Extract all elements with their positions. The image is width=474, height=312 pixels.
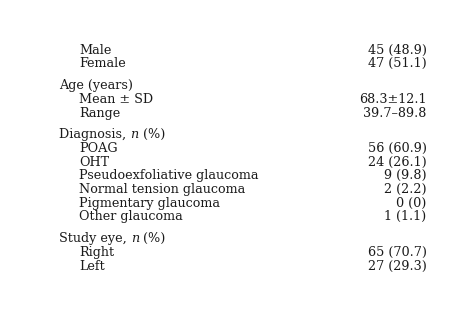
Text: n: n (130, 129, 138, 141)
Text: 45 (48.9): 45 (48.9) (368, 44, 427, 57)
Text: 39.7–89.8: 39.7–89.8 (363, 107, 427, 119)
Text: 27 (29.3): 27 (29.3) (368, 260, 427, 273)
Text: 56 (60.9): 56 (60.9) (368, 142, 427, 155)
Text: Male: Male (80, 44, 112, 57)
Text: 65 (70.7): 65 (70.7) (368, 246, 427, 259)
Text: 0 (0): 0 (0) (396, 197, 427, 210)
Text: Right: Right (80, 246, 115, 259)
Text: Normal tension glaucoma: Normal tension glaucoma (80, 183, 246, 196)
Text: Study eye,: Study eye, (59, 232, 131, 245)
Text: Female: Female (80, 57, 126, 71)
Text: 24 (26.1): 24 (26.1) (368, 156, 427, 169)
Text: Pseudoexfoliative glaucoma: Pseudoexfoliative glaucoma (80, 169, 259, 183)
Text: (%): (%) (138, 129, 165, 141)
Text: 1 (1.1): 1 (1.1) (384, 210, 427, 223)
Text: Diagnosis,: Diagnosis, (59, 129, 130, 141)
Text: n: n (131, 232, 139, 245)
Text: Other glaucoma: Other glaucoma (80, 210, 183, 223)
Text: Pigmentary glaucoma: Pigmentary glaucoma (80, 197, 220, 210)
Text: OHT: OHT (80, 156, 109, 169)
Text: Left: Left (80, 260, 105, 273)
Text: Age (years): Age (years) (59, 79, 133, 92)
Text: 2 (2.2): 2 (2.2) (384, 183, 427, 196)
Text: Mean ± SD: Mean ± SD (80, 93, 154, 106)
Text: 9 (9.8): 9 (9.8) (384, 169, 427, 183)
Text: 68.3±12.1: 68.3±12.1 (359, 93, 427, 106)
Text: 47 (51.1): 47 (51.1) (368, 57, 427, 71)
Text: (%): (%) (139, 232, 165, 245)
Text: POAG: POAG (80, 142, 118, 155)
Text: Range: Range (80, 107, 121, 119)
